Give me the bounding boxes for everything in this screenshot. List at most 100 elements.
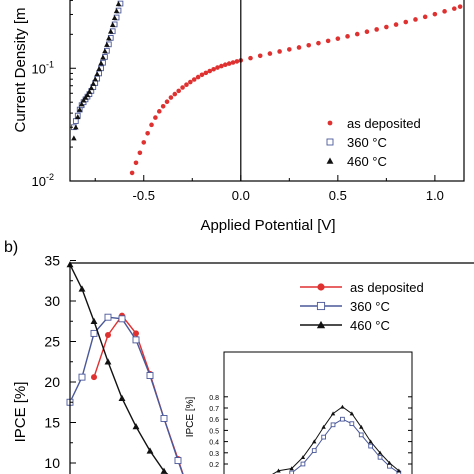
- data-point: [149, 122, 154, 128]
- data-point: [277, 49, 282, 54]
- data-point: [287, 47, 292, 52]
- legend-marker: [317, 283, 325, 291]
- legend-label: as deposited: [347, 116, 421, 131]
- data-point: [113, 8, 120, 14]
- series-460-c: [66, 261, 169, 474]
- data-point: [156, 109, 162, 114]
- legend-marker: [326, 138, 334, 146]
- data-point: [160, 467, 168, 474]
- data-point: [96, 65, 102, 71]
- data-point: [340, 404, 345, 409]
- data-point: [153, 115, 158, 120]
- data-point: [457, 4, 463, 9]
- data-point: [176, 88, 181, 94]
- data-point: [222, 62, 228, 68]
- data-point: [211, 66, 216, 72]
- legend-label: 360 °C: [350, 299, 390, 314]
- series-line: [93, 314, 184, 474]
- data-point: [104, 358, 112, 365]
- data-point: [364, 29, 370, 35]
- data-point: [215, 65, 220, 70]
- series-360-c: [66, 313, 184, 474]
- data-point: [160, 415, 168, 422]
- data-point: [300, 461, 306, 467]
- panel-b: b) 10 15 20 25 30 35 IPCE [%] as deposited 360…: [4, 239, 474, 474]
- y-tick-label: 0.6: [209, 417, 219, 424]
- panel-a-x-axis-label: Applied Potential [V]: [200, 217, 335, 234]
- data-point: [118, 394, 126, 401]
- inset-data-series: [272, 404, 402, 474]
- data-point: [422, 14, 428, 20]
- data-point: [403, 19, 409, 25]
- y-tick-label: 20: [44, 374, 60, 390]
- data-point: [105, 332, 111, 339]
- data-point: [316, 40, 321, 46]
- x-tick-label: -0.5: [133, 188, 155, 203]
- data-point: [234, 59, 240, 64]
- panel-b-label: b): [4, 239, 18, 256]
- panel-b-y-axis-label: IPCE [%]: [12, 382, 29, 443]
- data-point: [82, 94, 89, 100]
- panel-a: -0.5 0.0 0.5 1.0 10-2 10-1 Current Density [m…: [12, 0, 465, 234]
- data-point: [146, 447, 154, 454]
- data-point: [267, 51, 273, 56]
- data-point: [432, 11, 438, 17]
- panel-b-legend: as deposited 360 °C 460 °C: [300, 280, 424, 333]
- data-point: [94, 71, 100, 77]
- legend-marker: [316, 320, 326, 329]
- data-point: [137, 150, 143, 156]
- data-point: [345, 34, 350, 39]
- data-point: [219, 63, 224, 69]
- series-line: [272, 406, 400, 474]
- data-point: [73, 124, 79, 130]
- data-point: [80, 97, 87, 103]
- data-point: [145, 130, 150, 136]
- data-point: [104, 313, 112, 321]
- data-point: [141, 140, 147, 145]
- y-tick-label: 0.8: [209, 395, 219, 402]
- inset-series-460-c: [272, 404, 402, 474]
- y-tick-label: 25: [44, 334, 60, 350]
- data-point: [451, 6, 457, 11]
- data-point: [325, 38, 331, 44]
- data-point: [393, 22, 399, 27]
- data-point: [92, 76, 98, 82]
- data-point: [133, 330, 139, 337]
- data-point: [296, 45, 302, 50]
- data-point: [86, 88, 93, 94]
- data-point: [368, 439, 373, 444]
- data-point: [354, 31, 360, 37]
- data-point: [207, 68, 213, 74]
- data-point: [306, 42, 312, 48]
- data-point: [377, 450, 383, 455]
- data-point: [340, 416, 345, 422]
- legend-marker: [316, 301, 326, 311]
- data-point: [377, 454, 383, 460]
- data-point: [132, 336, 140, 344]
- data-point: [90, 80, 97, 86]
- data-point: [168, 95, 174, 100]
- data-point: [111, 15, 118, 21]
- inset-chart: 0.2 0.3 0.4 0.5 0.6 0.7 0.8 IPCE [%]: [185, 351, 413, 474]
- data-point: [164, 99, 170, 105]
- data-point: [184, 82, 189, 87]
- data-point: [72, 118, 79, 124]
- panel-b-plot-frame: [69, 262, 474, 474]
- legend-label: 460 °C: [350, 318, 390, 333]
- y-tick-label: 0.2: [209, 462, 219, 469]
- data-point: [109, 22, 116, 27]
- data-point: [91, 374, 97, 381]
- data-point: [78, 101, 85, 107]
- data-point: [321, 424, 326, 429]
- data-point: [349, 411, 355, 416]
- x-tick-label: 0.0: [232, 188, 250, 203]
- data-point: [387, 463, 392, 469]
- series-line: [291, 418, 400, 474]
- data-point: [276, 468, 281, 473]
- data-point: [358, 432, 364, 438]
- data-point: [230, 60, 236, 65]
- data-point: [174, 457, 182, 465]
- y-tick-label: 0.7: [209, 406, 219, 413]
- legend-marker: [327, 120, 333, 126]
